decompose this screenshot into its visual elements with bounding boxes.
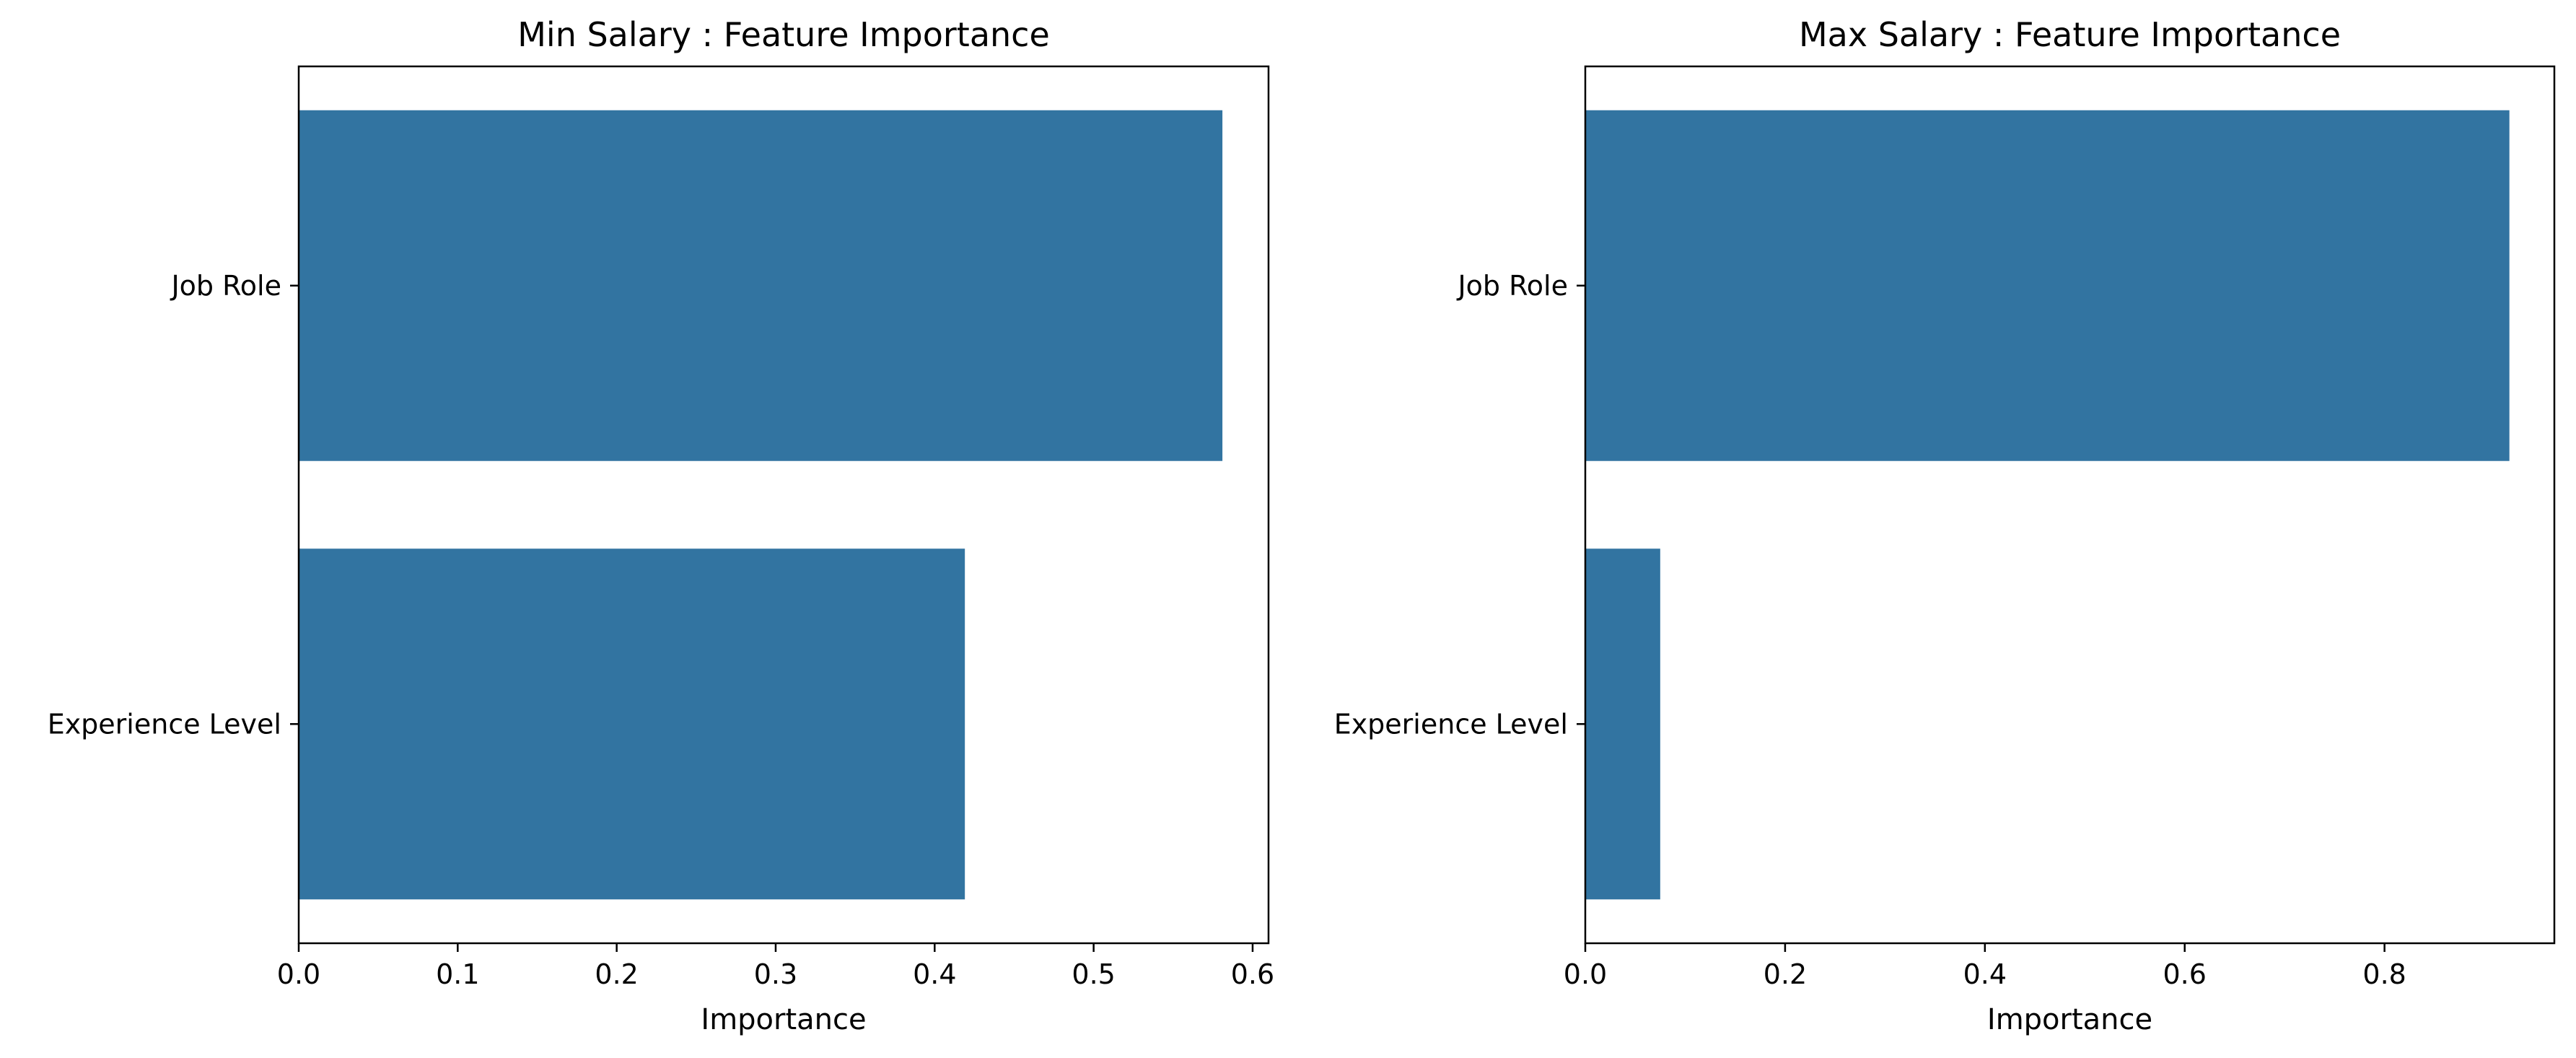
x-tick-label: 0.4 bbox=[913, 958, 956, 990]
x-ticks: 0.0 0.2 0.4 0.6 0.8 bbox=[1564, 943, 2406, 990]
bars bbox=[299, 110, 1223, 900]
bar-job-role bbox=[1585, 110, 2510, 461]
plot-frame bbox=[1584, 65, 2556, 945]
x-axis-label: Importance bbox=[701, 1003, 866, 1036]
chart-title: Max Salary : Feature Importance bbox=[1799, 15, 2341, 54]
x-tick-label: 0.6 bbox=[2163, 958, 2207, 990]
x-tick-label: 0.8 bbox=[2362, 958, 2406, 990]
x-axis-label: Importance bbox=[1987, 1003, 2152, 1036]
y-tick-label: Job Role bbox=[1456, 270, 1568, 302]
y-tick-label: Experience Level bbox=[48, 708, 281, 740]
y-ticks: Job Role Experience Level bbox=[48, 270, 299, 740]
x-ticks: 0.0 0.1 0.2 0.3 0.4 0.5 0.6 bbox=[277, 943, 1274, 990]
chart-title: Min Salary : Feature Importance bbox=[517, 15, 1050, 54]
x-tick-label: 0.2 bbox=[1764, 958, 1807, 990]
x-tick-label: 0.0 bbox=[1564, 958, 1607, 990]
x-tick-label: 0.3 bbox=[754, 958, 797, 990]
max-salary-chart: Max Salary : Feature Importance Importan… bbox=[1334, 15, 2556, 1036]
y-tick-label: Experience Level bbox=[1334, 708, 1568, 740]
x-tick-label: 0.5 bbox=[1072, 958, 1115, 990]
y-ticks: Job Role Experience Level bbox=[1334, 270, 1585, 740]
min-salary-chart: Min Salary : Feature Importance Importan… bbox=[48, 15, 1274, 1036]
x-tick-label: 0.4 bbox=[1963, 958, 2007, 990]
bar-experience-level bbox=[299, 548, 965, 900]
bars bbox=[1585, 110, 2510, 900]
x-tick-label: 0.1 bbox=[436, 958, 479, 990]
x-tick-label: 0.6 bbox=[1231, 958, 1274, 990]
y-tick-label: Job Role bbox=[170, 270, 281, 302]
bar-job-role bbox=[299, 110, 1223, 461]
x-tick-label: 0.0 bbox=[277, 958, 320, 990]
plot-frame bbox=[297, 65, 1270, 945]
x-tick-label: 0.2 bbox=[595, 958, 638, 990]
bar-experience-level bbox=[1585, 548, 1660, 900]
